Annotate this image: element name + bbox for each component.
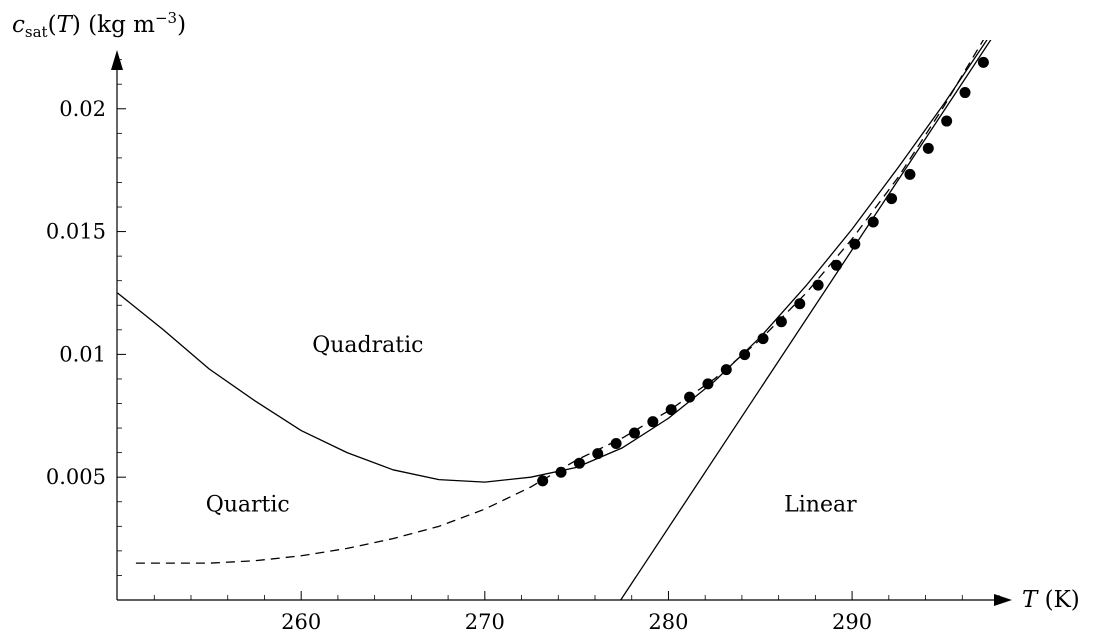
data-point xyxy=(573,457,585,469)
data-point xyxy=(886,193,898,205)
x-tick-label: 270 xyxy=(465,610,505,632)
series-layer xyxy=(117,40,992,600)
data-point xyxy=(628,427,640,439)
data-point xyxy=(830,259,842,271)
quadratic-fit-line xyxy=(117,40,988,483)
data-point xyxy=(647,416,659,428)
data-point xyxy=(610,438,622,450)
data-point xyxy=(959,87,971,99)
annotation-quartic: Quartic xyxy=(206,493,290,518)
data-point xyxy=(757,333,769,345)
markers-layer xyxy=(537,56,989,487)
ticks-layer: 260 270 280 290 0.005 0.01 0.015 0.02 xyxy=(46,59,1000,632)
data-point xyxy=(537,475,549,487)
y-tick-label: 0.005 xyxy=(46,465,106,489)
data-point xyxy=(977,56,989,68)
data-point xyxy=(555,466,567,478)
quartic-fit-line xyxy=(135,40,985,564)
data-point xyxy=(922,142,934,154)
linear-fit-line xyxy=(620,40,992,600)
annotations-layer: Quadratic Quartic Linear xyxy=(206,333,857,518)
annotation-quadratic: Quadratic xyxy=(312,333,423,358)
data-point xyxy=(720,364,732,376)
x-tick-label: 260 xyxy=(281,610,321,632)
data-point xyxy=(849,238,861,250)
data-point xyxy=(665,404,677,416)
data-point xyxy=(794,298,806,310)
x-axis-arrow-icon xyxy=(994,594,1012,606)
annotation-linear: Linear xyxy=(784,493,857,518)
data-point xyxy=(867,216,879,228)
data-point xyxy=(592,448,604,460)
x-axis-label: T (K) xyxy=(1022,587,1080,613)
data-point xyxy=(684,391,696,403)
data-point xyxy=(775,316,787,328)
data-point xyxy=(812,279,824,291)
y-tick-label: 0.01 xyxy=(59,342,106,366)
y-axis-label: csat(T) (kg m−3) xyxy=(12,9,186,41)
x-tick-label: 280 xyxy=(648,610,688,632)
data-point xyxy=(941,115,953,127)
y-tick-label: 0.02 xyxy=(59,97,106,121)
data-point xyxy=(904,168,916,180)
data-point xyxy=(702,378,714,390)
data-point xyxy=(739,349,751,361)
y-tick-label: 0.015 xyxy=(46,220,106,244)
x-tick-label: 290 xyxy=(832,610,872,632)
